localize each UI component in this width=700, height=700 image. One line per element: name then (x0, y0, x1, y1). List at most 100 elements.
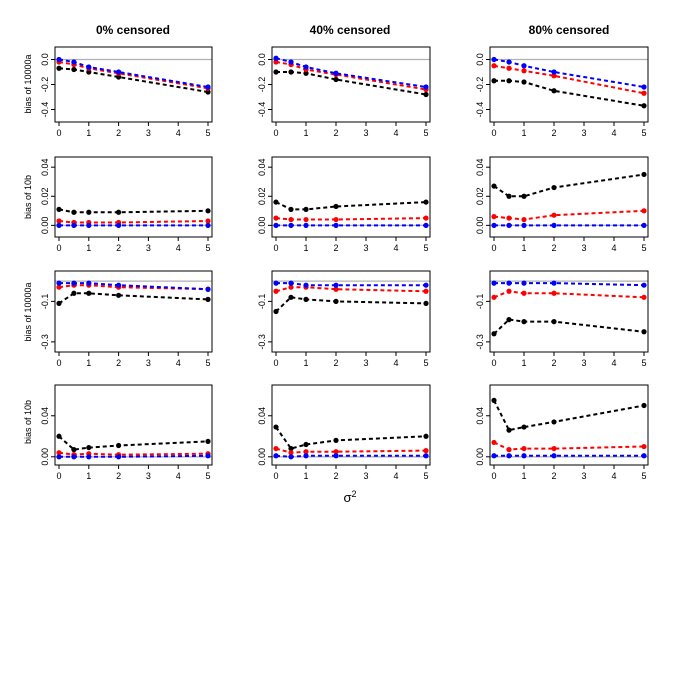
x-tick-label: 1 (521, 128, 526, 138)
data-point-red (551, 73, 557, 79)
x-tick-label: 2 (116, 243, 121, 253)
y-tick-label: 0.02 (475, 188, 485, 206)
data-point-red (551, 445, 557, 452)
series-line-black (58, 292, 209, 305)
x-tick-label: 1 (303, 471, 308, 481)
series-line-black (275, 296, 427, 313)
data-point-red (56, 284, 62, 290)
y-tick-label: 0.00 (40, 217, 50, 235)
series-line-blue (276, 282, 426, 287)
data-point-red (491, 63, 497, 69)
data-point-black (521, 79, 527, 85)
panel-frame (271, 384, 431, 466)
x-tick-label: 5 (205, 243, 210, 253)
data-point-black (551, 184, 557, 191)
data-point-black (506, 427, 512, 433)
panel-frame (54, 384, 213, 466)
data-point-black (491, 183, 497, 189)
data-point-blue (273, 222, 279, 228)
series-line-red (493, 64, 645, 95)
data-point-black (521, 424, 527, 430)
series-line-red (275, 447, 427, 454)
y-tick-label: 0.00 (257, 448, 267, 466)
data-point-blue (288, 280, 294, 286)
data-point-red (288, 216, 294, 223)
data-point-blue (521, 222, 527, 228)
panel-frame (489, 156, 649, 238)
data-point-blue (56, 222, 62, 228)
panel-frame (271, 270, 431, 353)
x-tick-label: 2 (551, 358, 556, 368)
x-tick-label: 2 (116, 128, 121, 138)
data-point-black (641, 103, 647, 109)
x-tick-label: 3 (363, 128, 368, 138)
panel-frame (54, 46, 213, 123)
y-tick-label: 0.02 (40, 188, 50, 206)
data-point-blue (288, 59, 294, 65)
row-label-1: bias of 10b (23, 175, 33, 219)
series-line-red (493, 290, 645, 299)
y-tick-label: 0.04 (257, 407, 267, 425)
x-axis-title: σ2 (343, 489, 356, 505)
data-point-red (551, 290, 557, 296)
data-point-black (303, 441, 309, 448)
data-point-blue (333, 222, 339, 228)
data-point-black (333, 203, 339, 210)
x-tick-label: 4 (176, 358, 181, 368)
data-point-blue (86, 64, 92, 70)
data-point-black (303, 206, 309, 212)
data-point-red (506, 447, 512, 453)
row-label-3: bias of 10b (23, 400, 33, 444)
panel-r1-c0: 0 1 2 3 4 5 0.00 0.02 0.04 (40, 156, 213, 253)
column-title-0: 0% censored (96, 23, 170, 37)
x-tick-label: 3 (363, 358, 368, 368)
x-tick-label: 5 (641, 243, 646, 253)
y-tick-label: -0.4 (257, 102, 267, 118)
data-point-blue (116, 69, 122, 75)
data-point-black (641, 171, 647, 178)
x-tick-label: 4 (393, 128, 398, 138)
x-tick-label: 0 (491, 358, 496, 368)
data-point-blue (333, 282, 339, 288)
data-point-red (641, 443, 647, 450)
panels: 0 1 2 3 4 5 0.0 -0.2 -0.4 0 1 2 3 4 5 0.0 -0.2 -0.4 0 1 2 3 4 5… (40, 46, 649, 481)
series-line-black (275, 201, 427, 211)
data-point-black (641, 329, 647, 335)
data-point-blue (506, 222, 512, 228)
data-point-red (273, 215, 279, 221)
data-point-blue (641, 222, 647, 228)
x-tick-label: 3 (581, 128, 586, 138)
series-line-red (493, 441, 645, 451)
x-tick-label: 0 (273, 243, 278, 253)
x-tick-label: 0 (491, 243, 496, 253)
data-point-blue (205, 453, 211, 459)
data-point-red (423, 448, 429, 454)
panel-frame (489, 46, 649, 123)
data-point-black (205, 89, 211, 95)
data-point-blue (56, 56, 62, 63)
data-point-blue (423, 282, 429, 288)
data-point-blue (71, 280, 77, 286)
data-point-red (273, 59, 279, 65)
series-line-black (494, 79, 645, 107)
data-point-blue (116, 454, 122, 460)
series-line-blue (493, 58, 645, 88)
data-point-blue (551, 280, 557, 286)
x-tick-label: 0 (56, 471, 61, 481)
data-point-red (491, 294, 497, 300)
panel-r3-c0: 0 1 2 3 4 5 0.00 0.04 (40, 384, 213, 481)
x-tick-label: 0 (56, 128, 61, 138)
data-point-black (491, 78, 497, 84)
panel-r3-c1: 0 1 2 3 4 5 0.00 0.04 (257, 384, 431, 481)
data-point-blue (303, 282, 309, 288)
y-tick-label: 0.04 (40, 158, 50, 176)
data-point-blue (273, 55, 279, 61)
data-point-black (56, 433, 62, 439)
data-point-black (506, 193, 512, 199)
x-tick-label: 1 (521, 243, 526, 253)
data-point-blue (288, 454, 294, 460)
x-tick-label: 2 (333, 358, 338, 368)
y-tick-label: 0.0 (257, 53, 267, 66)
data-point-black (551, 419, 557, 425)
x-tick-label: 3 (581, 471, 586, 481)
